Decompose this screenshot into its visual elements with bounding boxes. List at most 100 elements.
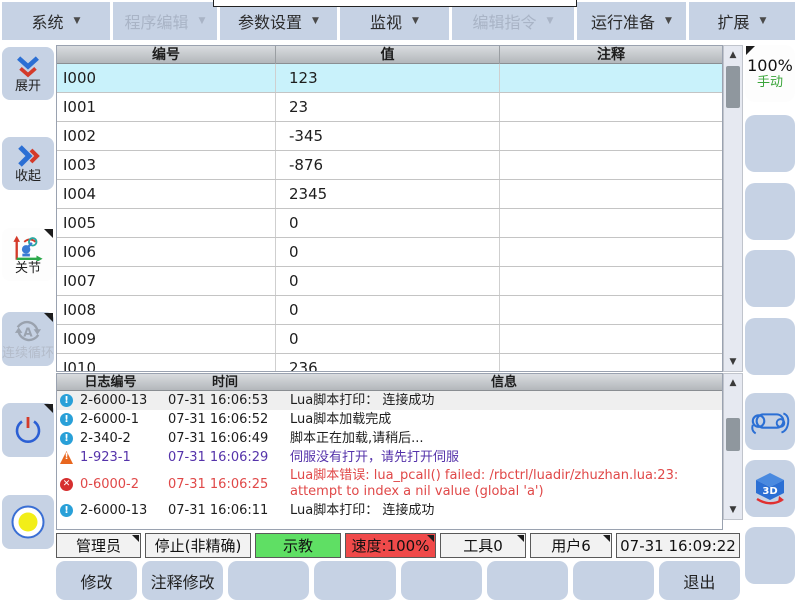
menu-program-edit: 程序编辑 ▼ bbox=[113, 2, 217, 40]
table-row[interactable]: I008 0 bbox=[57, 296, 722, 325]
warning-icon: ! bbox=[60, 451, 73, 464]
log-row[interactable]: ! 1-923-1 07-31 16:06:29 伺服没有打开，请先打开伺服 bbox=[57, 448, 722, 467]
table-row[interactable]: I010 236 bbox=[57, 354, 722, 371]
chevron-down-icon: ▼ bbox=[665, 16, 672, 26]
blank-side-button[interactable] bbox=[745, 318, 795, 375]
status-user-frame[interactable]: 用户6 bbox=[530, 533, 612, 558]
table-row[interactable]: I005 0 bbox=[57, 209, 722, 238]
status-speed[interactable]: 速度:100% bbox=[345, 533, 436, 558]
collapse-label: 收起 bbox=[14, 169, 41, 184]
status-tool[interactable]: 工具0 bbox=[440, 533, 526, 558]
blank-side-button[interactable] bbox=[745, 183, 795, 240]
log-scrollbar-thumb[interactable] bbox=[726, 418, 740, 451]
blank-button[interactable] bbox=[228, 561, 310, 600]
corner-marker bbox=[44, 313, 53, 322]
blank-button[interactable] bbox=[400, 561, 482, 600]
blank-button[interactable] bbox=[572, 561, 654, 600]
joint-mode-button[interactable]: 关节 bbox=[2, 228, 54, 281]
log-scrollbar[interactable]: ▲ ▼ bbox=[723, 373, 743, 520]
register-scrollbar-thumb[interactable] bbox=[726, 66, 740, 108]
log-row[interactable]: ✕ 0-6000-2 07-31 16:06:25 Lua脚本错误: lua_p… bbox=[57, 467, 722, 501]
scroll-up-icon[interactable]: ▲ bbox=[729, 378, 737, 388]
jog-controller-button[interactable] bbox=[745, 393, 795, 450]
menu-run-prepare[interactable]: 运行准备 ▼ bbox=[577, 2, 686, 40]
corner-marker bbox=[427, 535, 434, 542]
blank-button[interactable] bbox=[486, 561, 568, 600]
blank-side-button[interactable] bbox=[745, 527, 795, 584]
table-row[interactable]: I007 0 bbox=[57, 267, 722, 296]
comment-modify-button[interactable]: 注释修改 bbox=[142, 561, 224, 600]
view-3d-button[interactable]: 3D bbox=[745, 460, 795, 517]
log-header: 日志编号 时间 信息 bbox=[57, 374, 722, 391]
col-header-id: 编号 bbox=[57, 46, 276, 64]
collapse-button[interactable]: 收起 bbox=[2, 137, 54, 190]
status-datetime: 07-31 16:09:22 bbox=[616, 533, 740, 558]
blank-button[interactable] bbox=[314, 561, 396, 600]
global-speed-value: 100% bbox=[747, 55, 793, 75]
servo-power-button[interactable] bbox=[2, 403, 54, 457]
joint-label: 关节 bbox=[14, 260, 41, 276]
log-row[interactable]: ! 2-340-2 07-31 16:06:49 脚本正在加载,请稍后... bbox=[57, 429, 722, 448]
speed-mode-button[interactable]: 100% 手动 bbox=[745, 45, 795, 102]
svg-text:A: A bbox=[23, 325, 33, 339]
table-row[interactable]: I000 123 bbox=[57, 64, 722, 93]
log-row[interactable]: ! 2-6000-13 07-31 16:06:11 Lua脚本打印： 连接成功 bbox=[57, 501, 722, 520]
chevron-down-icon: ▼ bbox=[546, 16, 554, 26]
servo-indicator-icon bbox=[11, 505, 45, 539]
expand-button[interactable]: 展开 bbox=[2, 47, 54, 100]
menu-system[interactable]: 系统 ▼ bbox=[2, 2, 110, 40]
scroll-up-icon[interactable]: ▲ bbox=[729, 50, 737, 60]
log-col-code: 日志编号 bbox=[84, 375, 137, 390]
menu-edit-instruction: 编辑指令 ▼ bbox=[452, 2, 574, 40]
servo-state-button[interactable] bbox=[2, 495, 54, 549]
log-row[interactable]: ! 2-6000-13 07-31 16:06:53 Lua脚本打印： 连接成功 bbox=[57, 391, 722, 410]
menu-extension[interactable]: 扩展 ▼ bbox=[689, 2, 795, 40]
chevron-down-icon: ▼ bbox=[759, 16, 767, 26]
col-header-comment: 注释 bbox=[597, 47, 625, 63]
menu-monitor[interactable]: 监视 ▼ bbox=[340, 2, 449, 40]
popup-window-edge bbox=[213, 0, 577, 7]
table-row[interactable]: I002 -345 bbox=[57, 122, 722, 151]
cube-3d-icon: 3D bbox=[756, 472, 784, 504]
scroll-down-icon[interactable]: ▼ bbox=[729, 505, 737, 515]
table-row[interactable]: I001 23 bbox=[57, 93, 722, 122]
register-scrollbar[interactable]: ▲ ▼ bbox=[723, 45, 743, 372]
chevron-down-icon: ▼ bbox=[73, 16, 81, 26]
corner-marker bbox=[746, 46, 755, 55]
corner-marker bbox=[44, 404, 53, 413]
menu-parameter-settings[interactable]: 参数设置 ▼ bbox=[220, 2, 337, 40]
error-icon: ✕ bbox=[60, 477, 73, 491]
table-row[interactable]: I004 2345 bbox=[57, 180, 722, 209]
blank-side-button[interactable] bbox=[745, 250, 795, 307]
corner-marker bbox=[132, 535, 139, 542]
exit-button[interactable]: 退出 bbox=[658, 561, 740, 600]
cycle-icon: A bbox=[14, 320, 42, 341]
table-row[interactable]: I003 -876 bbox=[57, 151, 722, 180]
expand-label: 展开 bbox=[14, 78, 41, 94]
corner-marker bbox=[603, 535, 610, 542]
menu-bar: 系统 ▼ 程序编辑 ▼ 参数设置 ▼ 监视 ▼ 编辑指令 ▼ 运行准备 ▼ 扩展 ▼ bbox=[2, 2, 795, 40]
chevron-down-icon: ▼ bbox=[312, 16, 319, 26]
table-row[interactable]: I009 0 bbox=[57, 325, 722, 354]
modify-button[interactable]: 修改 bbox=[56, 561, 138, 600]
register-table-header: 编号 值 注释 bbox=[57, 46, 722, 64]
status-run-state: 停止(非精确) bbox=[145, 533, 251, 558]
info-icon: ! bbox=[60, 504, 73, 517]
log-col-message: 信息 bbox=[490, 375, 517, 390]
status-bar: 管理员 停止(非精确) 示教 速度:100% 工具0 用户6 07-31 16:… bbox=[56, 533, 740, 558]
chevron-down-icon: ▼ bbox=[412, 16, 419, 26]
table-row[interactable]: I006 0 bbox=[57, 238, 722, 267]
log-row[interactable]: ! 2-6000-1 07-31 16:06:52 Lua脚本加载完成 bbox=[57, 410, 722, 429]
status-role[interactable]: 管理员 bbox=[56, 533, 141, 558]
blank-side-button[interactable] bbox=[745, 115, 795, 172]
svg-text:3D: 3D bbox=[762, 486, 777, 497]
scroll-down-icon[interactable]: ▼ bbox=[729, 357, 737, 367]
corner-marker bbox=[44, 229, 53, 238]
collapse-icon bbox=[18, 145, 40, 167]
continuous-cycle-button: A 连续循环 bbox=[2, 312, 54, 366]
col-header-value: 值 bbox=[276, 46, 500, 64]
status-mode-badge: 示教 bbox=[255, 533, 341, 558]
bottom-button-bar: 修改 注释修改 退出 bbox=[56, 561, 740, 600]
info-icon: ! bbox=[60, 413, 73, 426]
expand-icon bbox=[17, 55, 39, 77]
